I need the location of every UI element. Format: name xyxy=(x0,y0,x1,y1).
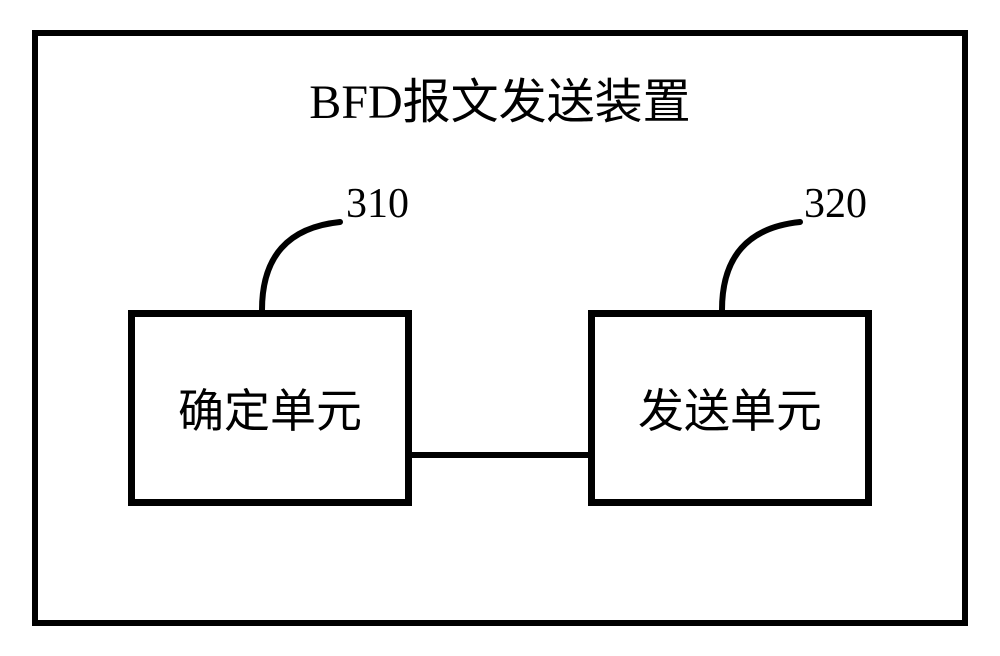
reference-320: 320 xyxy=(804,180,867,228)
reference-310: 310 xyxy=(346,180,409,228)
curve-320 xyxy=(0,0,1000,656)
